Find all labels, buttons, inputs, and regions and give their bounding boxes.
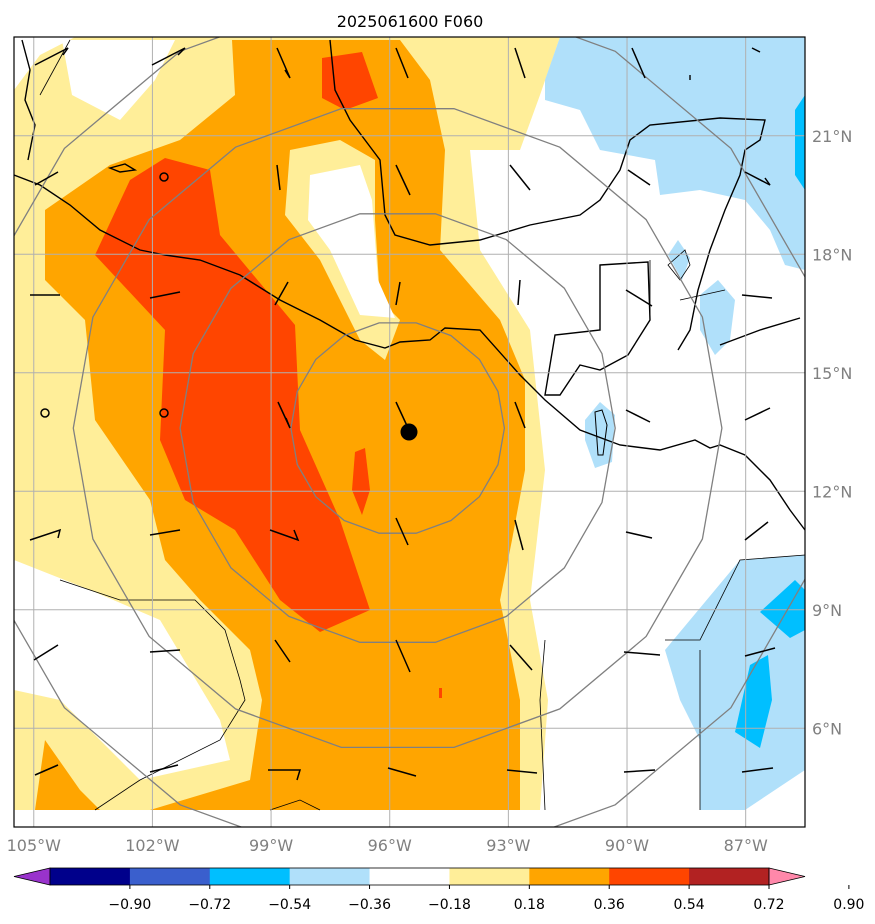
contour-fill-blue	[735, 95, 805, 748]
colorbar-tick-label: 0.54	[674, 897, 705, 913]
contour-fill-red	[95, 52, 442, 698]
colorbar-tick-label: −0.36	[348, 897, 391, 913]
lon-tick-label: 99°W	[249, 836, 293, 855]
contour-gap	[15, 40, 175, 120]
gridlines	[14, 37, 805, 827]
lat-tick-label: 18°N	[812, 245, 852, 264]
lon-tick-label: 102°W	[125, 836, 180, 855]
colorbar-outline	[49, 867, 770, 886]
colorbar-tick-label: 0.18	[514, 897, 545, 913]
colorbar-tick-label: −0.18	[428, 897, 471, 913]
colorbar-tick-label: −0.72	[188, 897, 231, 913]
range-ring	[290, 322, 506, 534]
colorbar-segment	[689, 868, 770, 885]
lon-tick-label: 87°W	[724, 836, 768, 855]
colorbar-extend-high	[768, 867, 806, 886]
colorbar: −0.90 −0.72 −0.54 −0.36 −0.18 0.18 0.36 0.54 0.7…	[13, 867, 864, 913]
lat-tick-label: 6°N	[812, 719, 842, 738]
calm-markers	[40, 172, 169, 418]
map-area	[14, 37, 805, 827]
range-ring	[179, 213, 616, 643]
range-rings	[14, 37, 805, 827]
map-title: 2025061600 F060	[337, 12, 484, 31]
colorbar-segment	[609, 868, 690, 885]
contour-gap	[14, 560, 230, 780]
range-ring	[14, 37, 805, 827]
lon-tick-label: 90°W	[605, 836, 649, 855]
lon-tick-label: 105°W	[7, 836, 62, 855]
map-frame	[13, 36, 806, 828]
colorbar-extend-low	[13, 867, 51, 886]
lat-tick-label: 21°N	[812, 127, 852, 146]
colorbar-tick-label: −0.90	[108, 897, 151, 913]
lon-tick-label: 93°W	[486, 836, 530, 855]
lat-tick-label: 15°N	[812, 364, 852, 383]
lake	[594, 409, 608, 456]
lon-tick-label: 96°W	[368, 836, 412, 855]
colorbar-tick-label: 0.90	[833, 897, 864, 913]
colorbar-segment	[529, 868, 610, 885]
longitude-labels: 105°W 102°W 99°W 96°W 93°W 90°W 87°W	[7, 836, 768, 855]
colorbar-segment	[209, 868, 291, 885]
colorbar-segment	[129, 868, 211, 885]
range-ring	[72, 108, 723, 749]
colorbar-segment	[289, 868, 371, 885]
latitude-labels: 6°N 9°N 12°N 15°N 18°N 21°N	[812, 127, 852, 739]
colorbar-tick-label: 0.36	[594, 897, 625, 913]
colorbar-segment	[449, 868, 530, 885]
lat-tick-label: 9°N	[812, 601, 842, 620]
colorbar-tick-label: −0.54	[268, 897, 311, 913]
colorbar-segment	[50, 868, 131, 885]
colorbar-segment	[369, 868, 450, 885]
colorbar-tick-label: 0.72	[753, 897, 784, 913]
contour-gap-inner	[308, 165, 395, 318]
wind-barbs	[29, 47, 776, 781]
storm-center-marker	[400, 423, 418, 441]
lat-tick-label: 12°N	[812, 482, 852, 501]
